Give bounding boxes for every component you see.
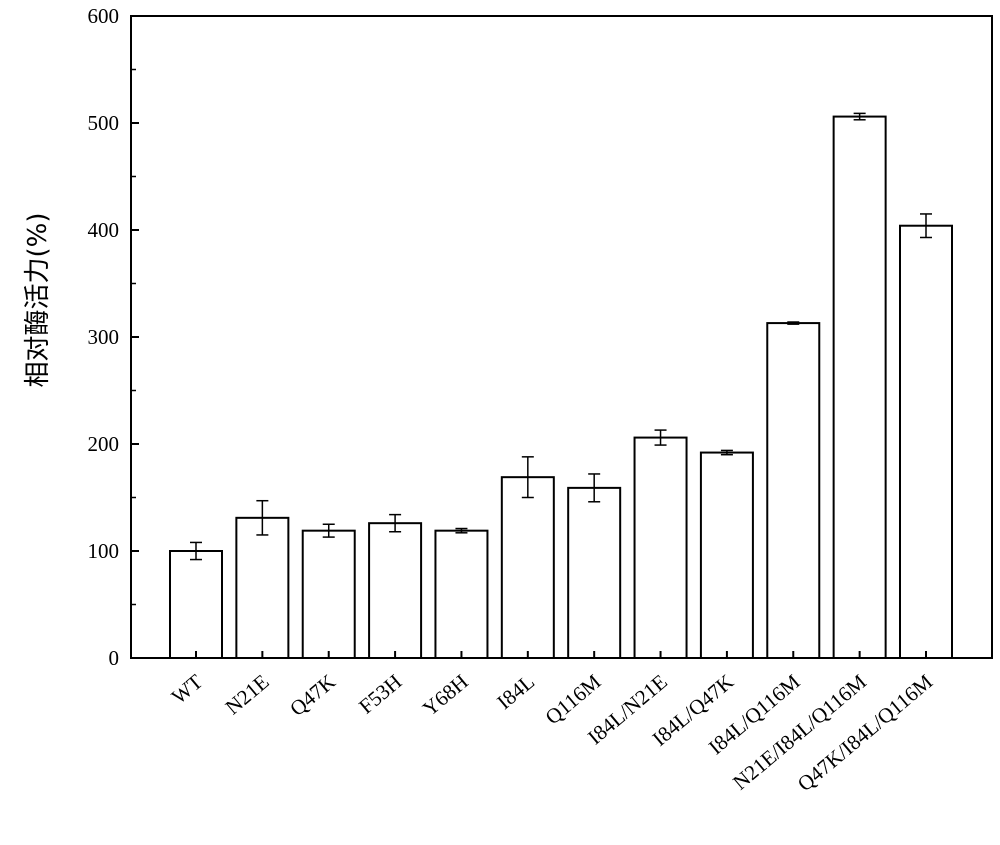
error-bars-layer — [190, 113, 932, 559]
bar — [170, 551, 222, 658]
y-tick-label: 100 — [88, 539, 120, 563]
bar — [900, 226, 952, 658]
x-category-label: WT — [167, 669, 208, 708]
x-category-label: N21E — [221, 669, 274, 719]
y-tick-label: 200 — [88, 432, 120, 456]
bar — [568, 488, 620, 658]
y-tick-label: 300 — [88, 325, 120, 349]
bar — [635, 438, 687, 658]
bar — [435, 531, 487, 658]
y-axis-title: 相对酶活力(%) — [23, 213, 53, 388]
bars-layer — [170, 117, 952, 658]
bar — [303, 531, 355, 658]
bar — [502, 477, 554, 658]
x-category-label: Y68H — [418, 669, 473, 720]
y-tick-label: 600 — [88, 4, 120, 28]
x-category-labels: WTN21EQ47KF53HY68HI84LQ116MI84L/N21EI84L… — [167, 669, 938, 796]
bar — [236, 518, 288, 658]
y-tick-label: 500 — [88, 111, 120, 135]
y-tick-label: 400 — [88, 218, 120, 242]
bar — [767, 323, 819, 658]
x-category-label: Q47K — [285, 669, 340, 720]
y-tick-label: 0 — [109, 646, 120, 670]
x-category-label: F53H — [354, 669, 406, 718]
x-category-label: I84L — [492, 669, 539, 714]
bar — [369, 523, 421, 658]
bar — [834, 117, 886, 658]
bar — [701, 453, 753, 658]
